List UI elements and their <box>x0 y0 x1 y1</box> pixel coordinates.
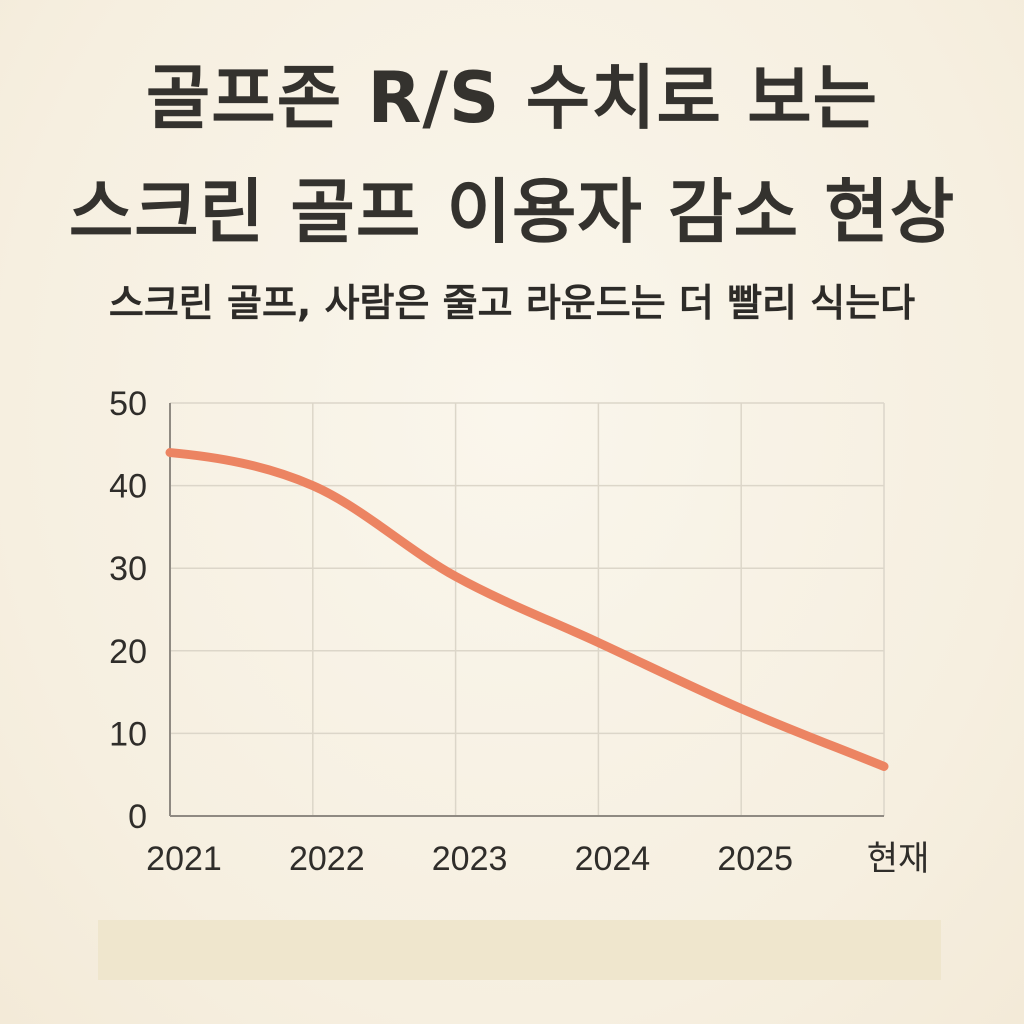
y-tick-label: 20 <box>109 633 147 671</box>
x-tick-label: 2021 <box>146 840 222 878</box>
y-axis-ticks: 0 10 20 30 40 50 <box>109 385 147 836</box>
y-tick-label: 30 <box>109 550 147 588</box>
x-tick-label: 2024 <box>575 840 651 878</box>
y-tick-label: 40 <box>109 468 147 506</box>
x-tick-label: 2022 <box>289 840 365 878</box>
x-axis-ticks: 2021 2022 2023 2024 2025 현재 <box>146 840 929 878</box>
y-tick-label: 0 <box>128 798 147 836</box>
series-line <box>165 448 889 771</box>
chart-subtitle: 스크린 골프, 사람은 줄고 라운드는 더 빨리 식는다 <box>108 281 916 325</box>
chart-title-line-1: 골프존 R/S 수치로 보는 <box>145 57 879 139</box>
series <box>165 448 889 771</box>
y-tick-label: 50 <box>109 385 147 423</box>
footer-bar <box>98 920 941 980</box>
y-tick-label: 10 <box>109 715 147 753</box>
x-tick-label: 2025 <box>717 840 793 878</box>
x-tick-label: 현재 <box>867 840 930 878</box>
axes <box>169 403 884 817</box>
chart-title-line-2: 스크린 골프 이용자 감소 현상 <box>68 171 956 253</box>
grid <box>170 402 885 816</box>
x-tick-label: 2023 <box>432 840 508 878</box>
